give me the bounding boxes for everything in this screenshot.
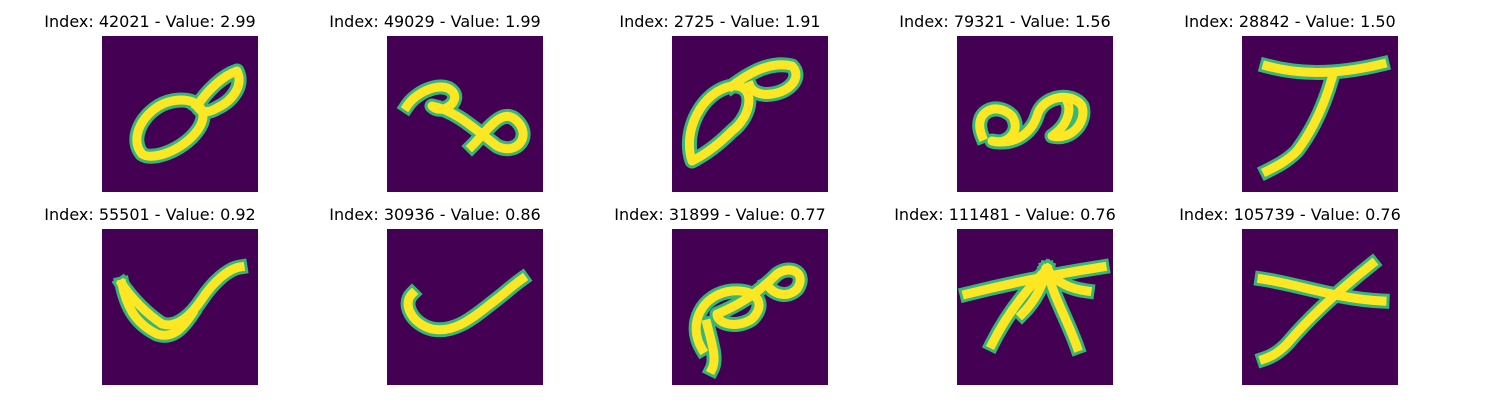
image-panel: Index: 111481 - Value: 0.76 — [855, 193, 1155, 385]
image-panel: Index: 42021 - Value: 2.99 — [0, 0, 300, 192]
stroke-core — [403, 272, 529, 335]
panel-title: Index: 49029 - Value: 1.99 — [329, 12, 541, 31]
stroke-core — [400, 82, 528, 154]
image-panel: Index: 55501 - Value: 0.92 — [0, 193, 300, 385]
stroke-core — [691, 265, 805, 376]
panel-title: Index: 55501 - Value: 0.92 — [44, 205, 256, 224]
digit-image — [387, 229, 543, 385]
digit-image — [957, 229, 1113, 385]
image-panel: Index: 28842 - Value: 1.50 — [1140, 0, 1440, 192]
image-background — [102, 36, 258, 192]
digit-image — [672, 229, 828, 385]
panel-title: Index: 31899 - Value: 0.77 — [614, 205, 826, 224]
stroke-core — [132, 66, 244, 161]
stroke-core — [961, 261, 1108, 353]
panel-title: Index: 42021 - Value: 2.99 — [44, 12, 256, 31]
panel-title: Index: 105739 - Value: 0.76 — [1179, 205, 1401, 224]
digit-image — [672, 36, 828, 192]
panel-title: Index: 28842 - Value: 1.50 — [1184, 12, 1396, 31]
stroke-core — [975, 92, 1088, 147]
digit-image — [957, 36, 1113, 192]
panel-title: Index: 2725 - Value: 1.91 — [619, 12, 821, 31]
image-panel: Index: 79321 - Value: 1.56 — [855, 0, 1155, 192]
digit-image — [387, 36, 543, 192]
stroke-core — [1256, 257, 1387, 365]
digit-image — [1242, 229, 1398, 385]
stroke-core — [684, 60, 801, 166]
panel-title: Index: 111481 - Value: 0.76 — [894, 205, 1116, 224]
image-panel: Index: 105739 - Value: 0.76 — [1140, 193, 1440, 385]
image-panel: Index: 30936 - Value: 0.86 — [285, 193, 585, 385]
stroke-core — [115, 261, 246, 340]
image-panel: Index: 49029 - Value: 1.99 — [285, 0, 585, 192]
digit-image — [1242, 36, 1398, 192]
digit-image — [102, 229, 258, 385]
panel-title: Index: 30936 - Value: 0.86 — [329, 205, 541, 224]
image-panel: Index: 2725 - Value: 1.91 — [570, 0, 870, 192]
panel-title: Index: 79321 - Value: 1.56 — [899, 12, 1111, 31]
image-panel: Index: 31899 - Value: 0.77 — [570, 193, 870, 385]
digit-image — [102, 36, 258, 192]
stroke-core — [1260, 58, 1388, 178]
